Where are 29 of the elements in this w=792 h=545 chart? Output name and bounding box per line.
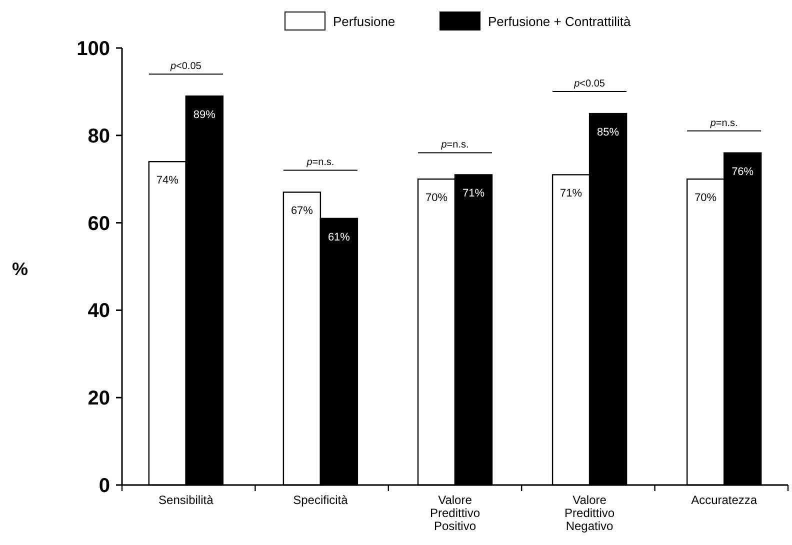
annotation: p=n.s. (709, 118, 738, 129)
data-label: 74% (156, 174, 179, 187)
data-label: 76% (732, 166, 754, 178)
x-tick-label: Specificità (293, 493, 348, 507)
data-label: 71% (560, 188, 582, 200)
data-label: 85% (597, 126, 620, 139)
y-axis-title: % (12, 259, 28, 279)
data-label: 70% (694, 192, 717, 204)
annotation: p=n.s. (440, 140, 469, 151)
annotation: p=n.s. (306, 157, 334, 168)
data-label: 71% (462, 188, 485, 200)
x-tick-label: Valore Predittivo Negativo (564, 493, 615, 533)
annotation: p<0.05 (573, 78, 606, 90)
legend-label: Perfusione (333, 14, 396, 29)
annotation: p<0.05 (169, 61, 202, 72)
data-label: 67% (290, 205, 314, 218)
data-label: 61% (328, 231, 350, 244)
data-label: 89% (193, 109, 216, 122)
x-tick-label: Sensibilità (158, 493, 214, 507)
y-tick-label: 100 (76, 38, 110, 60)
legend-label: Perfusione + Contrattilità (488, 14, 632, 29)
data-label: 70% (425, 192, 448, 204)
y-tick-label: 0 (98, 475, 110, 497)
y-tick-label: 40 (88, 300, 110, 322)
y-tick-label: 20 (88, 388, 110, 410)
x-tick-label: Accuratezza (691, 493, 758, 507)
y-tick-label: 60 (88, 212, 110, 235)
x-tick-label: Valore Predittivo Positivo (430, 493, 480, 533)
y-tick-label: 80 (88, 125, 110, 148)
